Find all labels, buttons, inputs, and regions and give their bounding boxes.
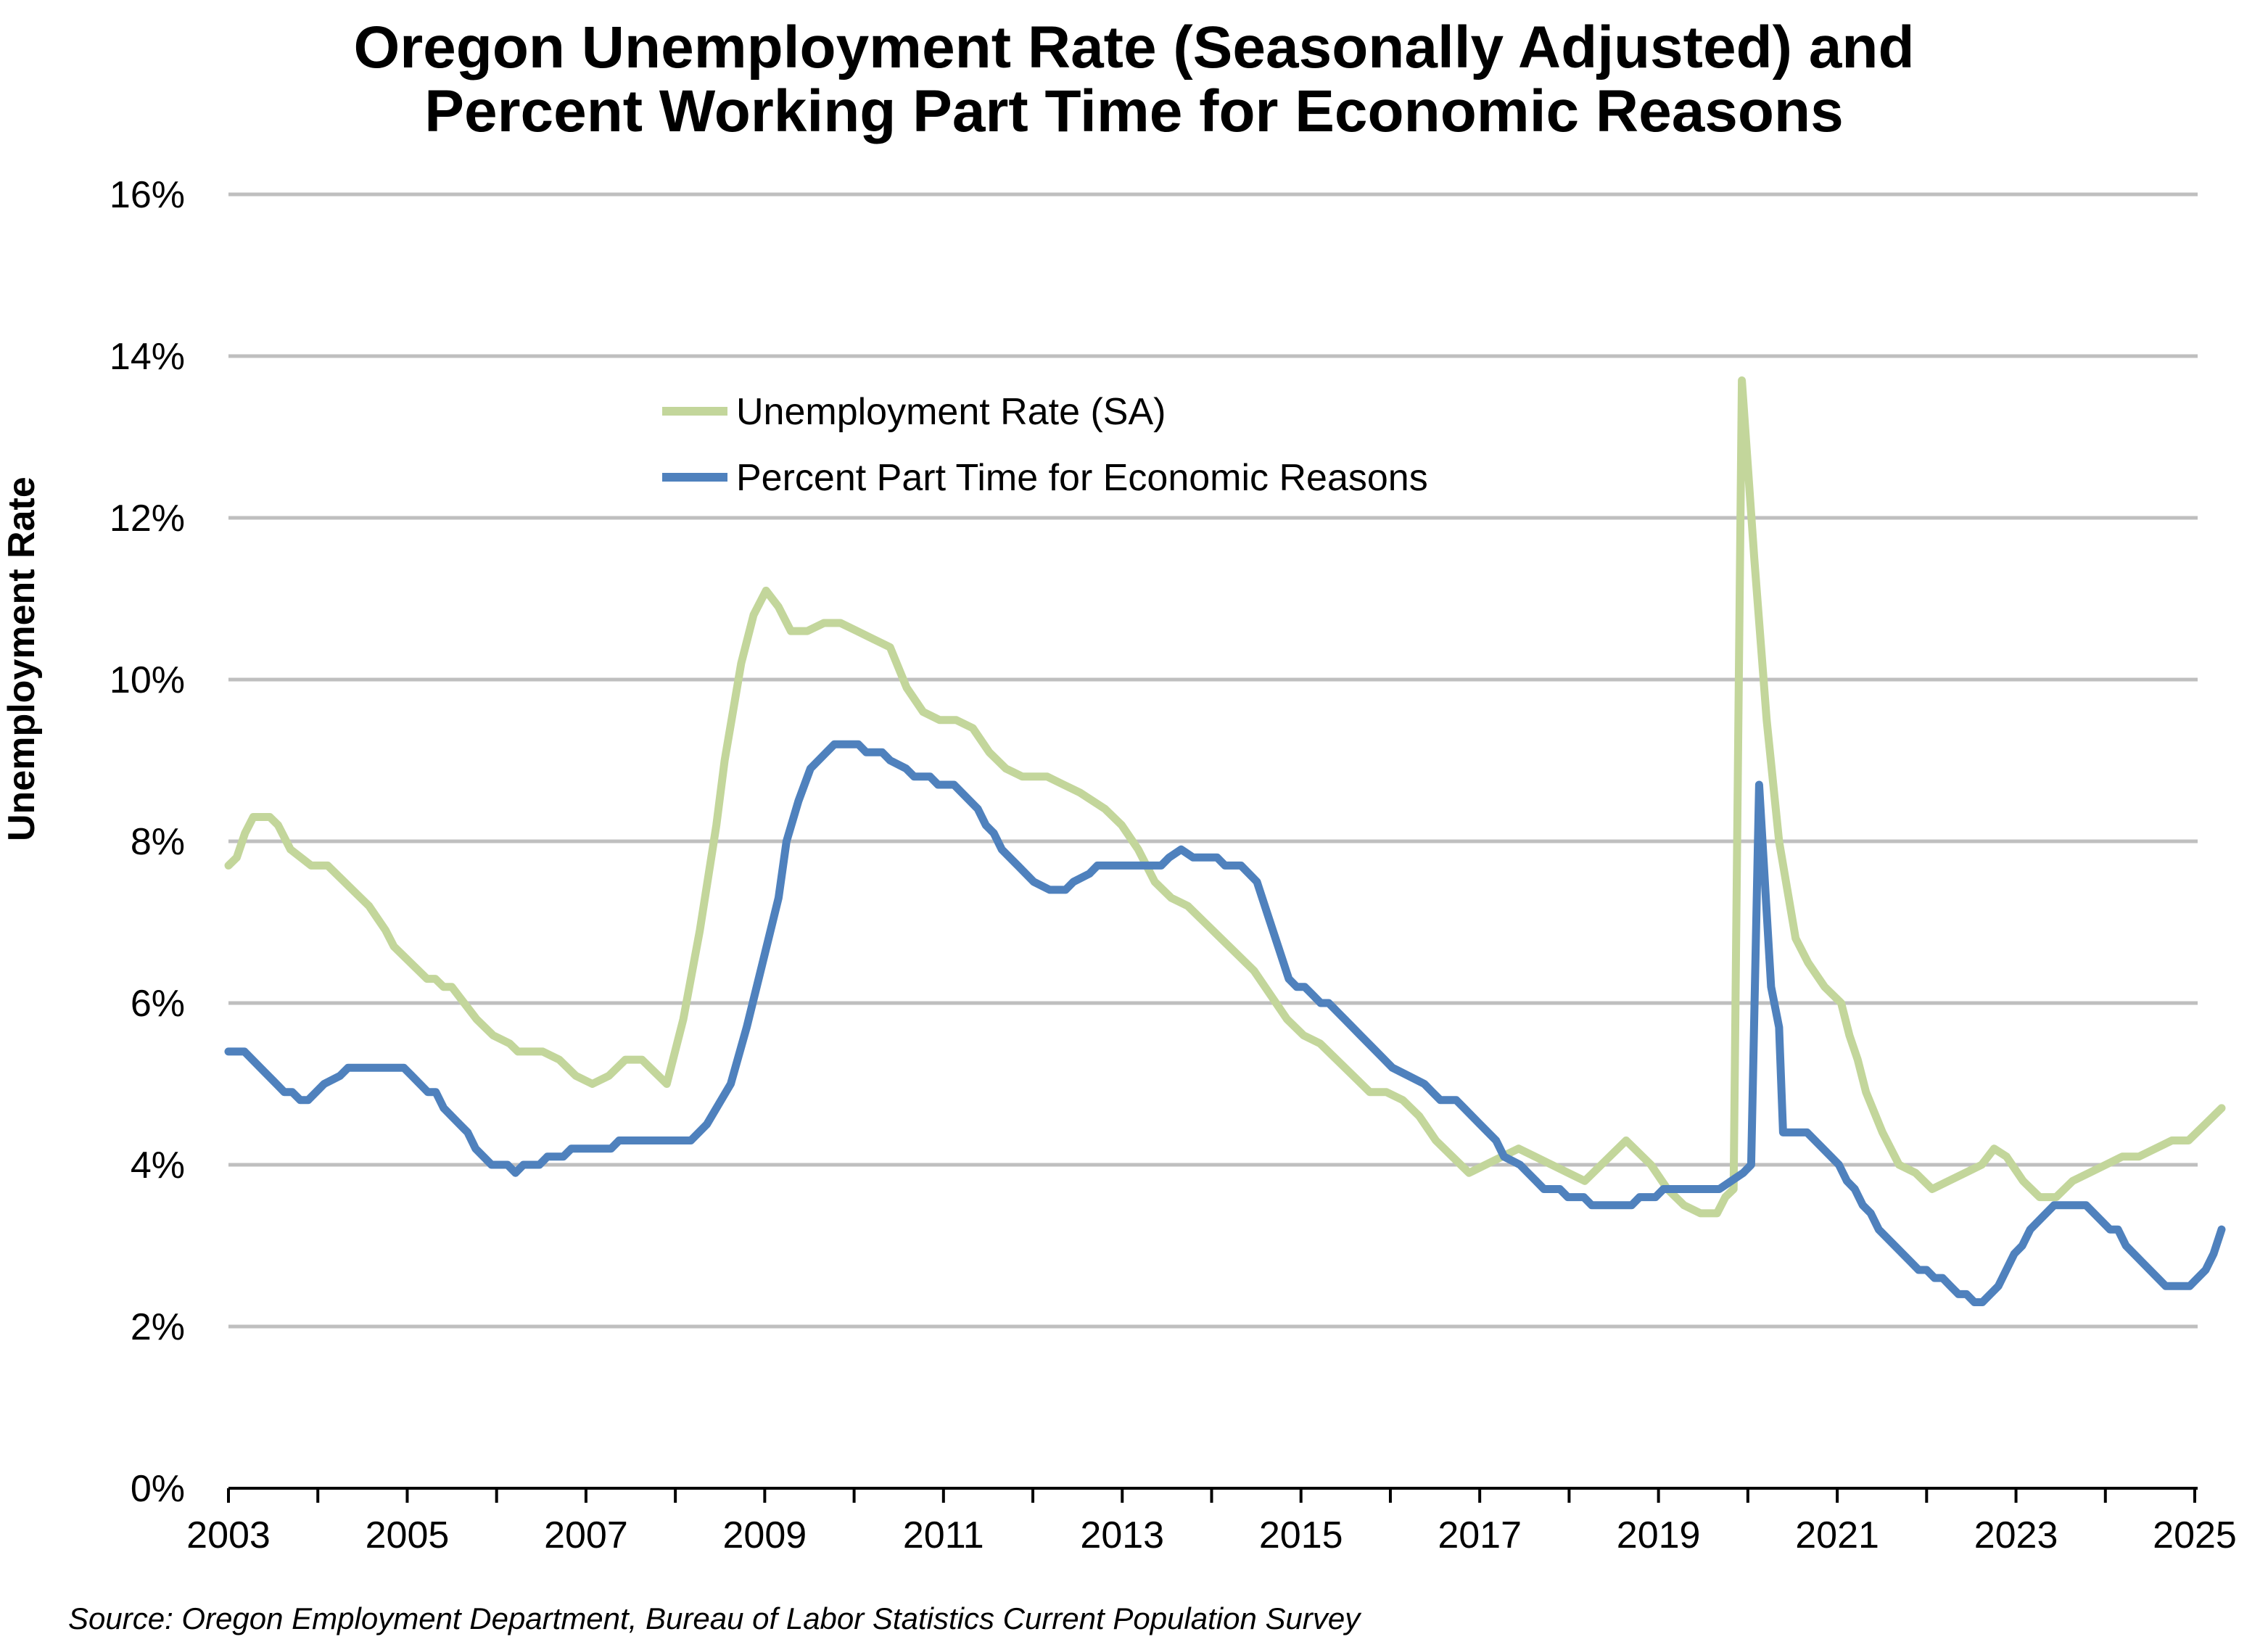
x-tick-label: 2015 — [1259, 1514, 1343, 1556]
y-tick-label: 0% — [131, 1468, 185, 1510]
x-tick-label: 2007 — [544, 1514, 628, 1556]
y-tick-label: 4% — [131, 1144, 185, 1187]
y-tick-label: 14% — [110, 336, 185, 378]
y-tick-label: 8% — [131, 821, 185, 863]
legend: Unemployment Rate (SA) Percent Part Time … — [662, 391, 1428, 499]
chart-title: Oregon Unemployment Rate (Seasonally Adj… — [0, 16, 2268, 143]
x-tick-label: 2009 — [723, 1514, 807, 1556]
series-lines — [224, 376, 2226, 1306]
x-tick-label: 2005 — [366, 1514, 450, 1556]
y-tick-label: 16% — [110, 174, 185, 216]
y-tick-label: 6% — [131, 983, 185, 1025]
series-line-unemployment-rate — [224, 376, 2226, 1218]
series-line-part-time-economic-reasons — [224, 740, 2226, 1306]
y-tick-label: 12% — [110, 498, 185, 540]
x-tick-label: 2021 — [1795, 1514, 1879, 1556]
chart-title-line-1: Oregon Unemployment Rate (Seasonally Adj… — [353, 15, 1915, 81]
legend-label: Unemployment Rate (SA) — [736, 391, 1166, 433]
x-tick-label: 2013 — [1080, 1514, 1164, 1556]
axes: 0% 2% 4% 6% 8% 10% 12% 14% 16% 2003 2005 2007 2009 20… — [110, 174, 2237, 1556]
gridlines — [228, 192, 2198, 1329]
y-tick-label: 10% — [110, 659, 185, 701]
x-tick-label: 2023 — [1974, 1514, 2058, 1556]
x-tick-label: 2003 — [186, 1514, 271, 1556]
x-tick-label: 2025 — [2153, 1514, 2237, 1556]
chart-title-line-2: Percent Working Part Time for Economic R… — [424, 78, 1844, 144]
x-tick-label: 2019 — [1617, 1514, 1701, 1556]
legend-label: Percent Part Time for Economic Reasons — [736, 457, 1428, 499]
y-tick-label: 2% — [131, 1306, 185, 1348]
x-tick-label: 2017 — [1438, 1514, 1522, 1556]
x-tick-label: 2011 — [903, 1514, 984, 1556]
source-note: Source: Oregon Employment Department, Bu… — [68, 1601, 1361, 1635]
